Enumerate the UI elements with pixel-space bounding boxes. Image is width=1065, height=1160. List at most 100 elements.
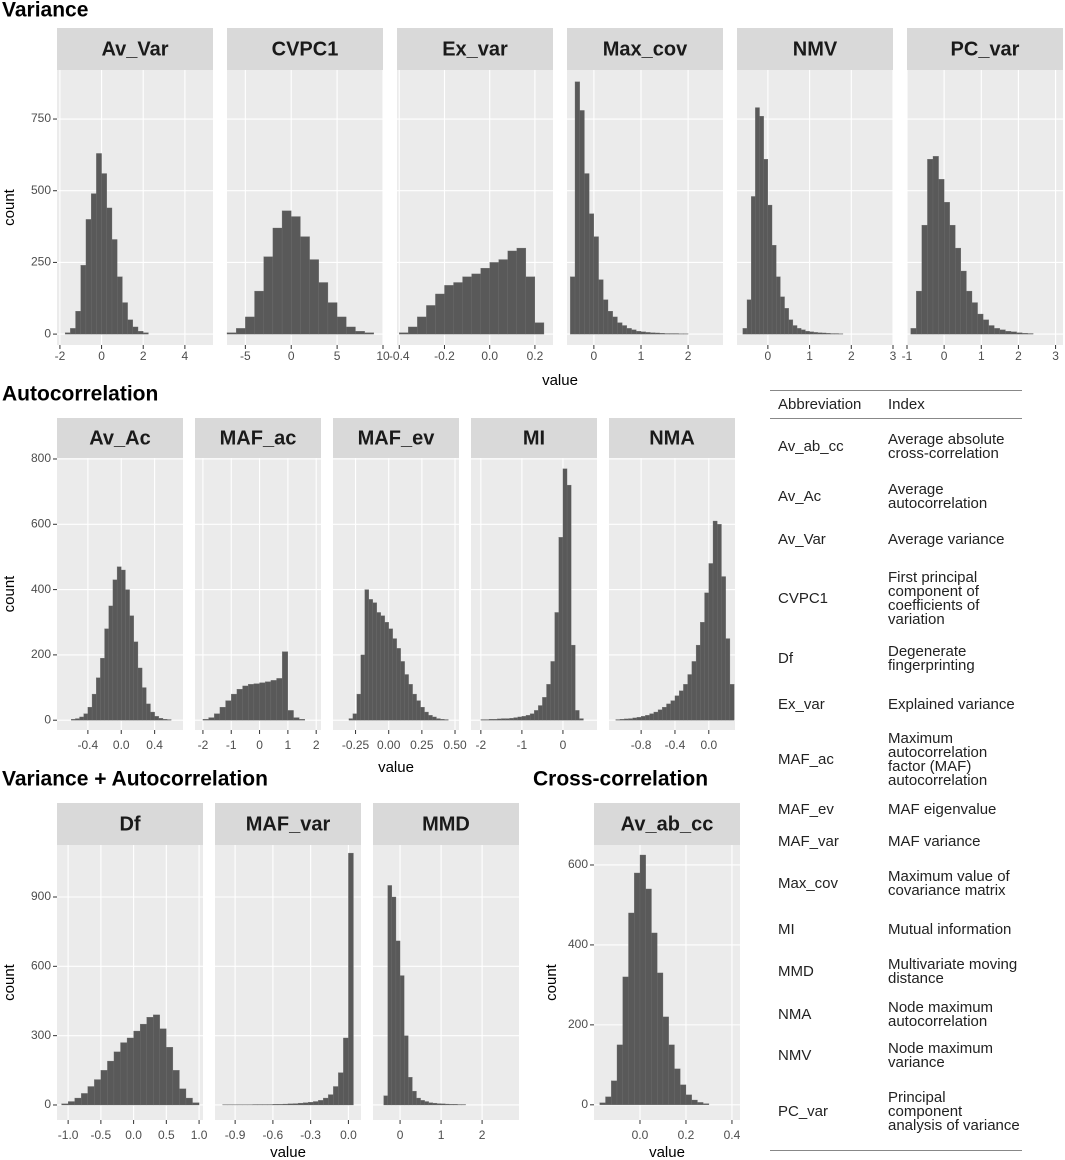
bar	[574, 81, 580, 335]
y-tick-label: 300	[31, 1028, 51, 1042]
bar	[91, 693, 97, 721]
bar	[505, 718, 510, 721]
bar	[417, 316, 427, 335]
bar	[673, 333, 679, 335]
bar	[755, 107, 760, 335]
section-title: Variance + Autocorrelation	[2, 768, 268, 791]
x-tick-label: -1.0	[58, 1128, 79, 1142]
bar	[404, 1035, 409, 1106]
bar	[287, 710, 294, 721]
bar	[932, 156, 939, 335]
bar	[395, 940, 401, 1106]
bar	[139, 1023, 147, 1106]
bar	[999, 329, 1006, 335]
bar	[982, 319, 989, 335]
strip	[609, 418, 735, 458]
x-tick-label: 0.0	[632, 1128, 649, 1142]
bar	[440, 1103, 446, 1106]
bar	[497, 718, 502, 721]
bar	[938, 179, 945, 335]
bar	[208, 717, 215, 721]
bar	[343, 1037, 349, 1106]
x-tick-label: 2	[848, 349, 855, 363]
bar	[75, 311, 81, 335]
bar	[488, 719, 494, 721]
bar	[444, 285, 454, 335]
bar	[584, 173, 590, 335]
y-tick-label: 0	[44, 1097, 51, 1111]
bar	[107, 1060, 115, 1106]
x-tick-label: 0.50	[443, 738, 467, 752]
bar	[639, 854, 646, 1105]
strip	[57, 28, 213, 70]
bar	[817, 332, 823, 335]
bar	[742, 328, 748, 335]
bar	[636, 331, 642, 335]
bar	[659, 333, 665, 335]
table-index: Mutual information	[888, 921, 1012, 938]
bar	[704, 592, 709, 721]
y-tick-label: 0	[44, 326, 51, 340]
table-abbreviation: Df	[778, 650, 793, 667]
y-tick-label: 600	[31, 958, 51, 972]
bar	[498, 259, 508, 335]
x-tick-label: 0.2	[527, 349, 544, 363]
bar	[708, 563, 714, 721]
strip	[471, 418, 597, 458]
bar	[669, 333, 675, 335]
bar	[436, 718, 441, 721]
bar	[562, 468, 568, 721]
bar	[75, 718, 80, 721]
table-index: Average absolute cross-correlation	[888, 431, 1005, 462]
bar	[412, 693, 417, 721]
y-tick-label: 900	[31, 889, 51, 903]
panel-title: MAF_ac	[220, 427, 297, 449]
table-abbreviation: Av_ab_cc	[778, 438, 844, 455]
bar	[626, 328, 632, 335]
x-tick-label: 1	[806, 349, 813, 363]
bar	[276, 678, 283, 721]
x-axis-label: value	[542, 372, 578, 389]
bar	[137, 331, 144, 335]
bar	[674, 695, 680, 721]
bar	[125, 589, 130, 721]
bar	[632, 717, 638, 721]
bar	[509, 718, 514, 721]
bar	[453, 1104, 458, 1106]
bar	[480, 267, 490, 335]
bar	[542, 697, 547, 721]
bar	[83, 713, 89, 721]
strip	[397, 28, 553, 70]
bar	[426, 305, 436, 335]
bar	[784, 308, 789, 335]
bar	[318, 282, 329, 335]
bar	[79, 716, 84, 721]
bar	[364, 589, 369, 721]
bar	[146, 1017, 154, 1106]
bar	[801, 329, 806, 335]
bar	[619, 719, 625, 721]
bar	[657, 709, 663, 721]
bar	[399, 332, 409, 335]
bar	[651, 932, 658, 1105]
x-tick-label: 3	[1052, 349, 1059, 363]
x-tick-label: 4	[182, 349, 189, 363]
bar	[408, 1077, 413, 1106]
bar	[132, 326, 139, 335]
x-axis-label: value	[270, 1144, 306, 1160]
bar	[579, 718, 584, 721]
bar	[166, 1047, 174, 1106]
x-tick-label: 2	[140, 349, 147, 363]
bar	[100, 658, 105, 721]
bar	[396, 648, 401, 721]
bar	[113, 1051, 121, 1106]
bar	[302, 1102, 309, 1106]
panel-title: Av_Ac	[89, 427, 151, 449]
bar	[645, 715, 650, 721]
bar	[1005, 331, 1012, 335]
bar	[493, 719, 498, 721]
y-tick-label: 750	[31, 111, 51, 125]
bar	[697, 1102, 704, 1105]
bar	[352, 713, 358, 721]
bar	[435, 293, 445, 335]
